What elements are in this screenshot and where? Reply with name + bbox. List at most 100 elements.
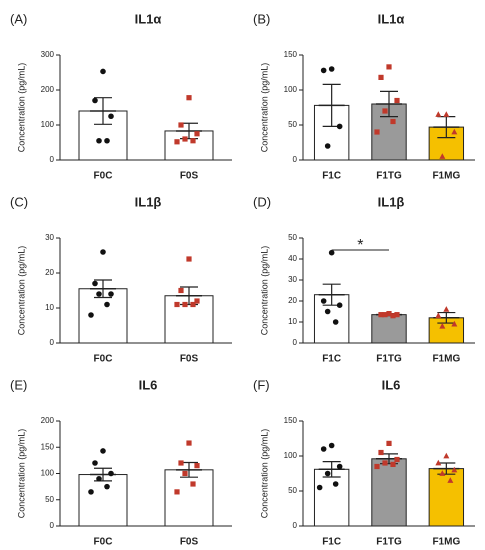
data-point <box>390 118 396 125</box>
data-point <box>194 131 200 137</box>
data-point <box>378 312 384 318</box>
data-point <box>324 470 331 477</box>
y-tick-label: 100 <box>284 85 298 94</box>
data-point <box>336 463 343 470</box>
y-tick-label: 200 <box>41 85 55 94</box>
data-point <box>328 249 335 256</box>
data-point <box>328 442 335 449</box>
y-tick-label: 300 <box>41 50 55 59</box>
panel-label: (E) <box>10 377 27 392</box>
chart-title: IL1α <box>378 11 405 26</box>
data-point <box>336 302 343 309</box>
data-point <box>451 466 458 473</box>
y-tick-label: 0 <box>50 521 55 530</box>
panel-label: (B) <box>253 11 270 26</box>
data-point <box>451 128 458 135</box>
y-tick-label: 100 <box>284 451 298 460</box>
x-tick-label: F0C <box>94 354 113 365</box>
data-point <box>100 68 106 75</box>
data-point <box>320 298 327 304</box>
x-tick-label: F1MG <box>432 171 460 182</box>
x-tick-label: F0S <box>180 354 199 365</box>
data-point <box>190 301 196 308</box>
x-tick-label: F0C <box>94 537 113 548</box>
data-point <box>174 489 180 495</box>
data-point <box>320 446 327 452</box>
y-tick-label: 30 <box>45 233 54 242</box>
data-point <box>182 470 188 477</box>
y-tick-label: 50 <box>288 486 297 495</box>
data-point <box>328 66 335 72</box>
y-axis-label: Concentration (pg/mL) <box>16 63 26 153</box>
chart-title: IL1β <box>135 194 162 209</box>
x-tick-label: F0S <box>180 537 199 548</box>
y-tick-label: 50 <box>288 120 297 129</box>
data-point <box>316 484 323 491</box>
data-point <box>394 312 400 318</box>
data-point <box>104 301 110 308</box>
data-point <box>336 123 343 130</box>
data-point <box>174 301 180 308</box>
y-tick-label: 20 <box>288 296 297 305</box>
data-point <box>178 122 184 128</box>
bar <box>428 468 465 527</box>
y-tick-label: 0 <box>293 338 298 347</box>
x-tick-label: F1TG <box>376 537 402 548</box>
data-point <box>394 97 400 104</box>
x-tick-label: F1TG <box>376 354 402 365</box>
data-point <box>88 312 94 318</box>
data-point <box>378 74 384 80</box>
panel-label: (C) <box>10 194 28 209</box>
data-point <box>324 308 331 315</box>
panel-label: (F) <box>253 377 270 392</box>
y-tick-label: 50 <box>288 233 297 242</box>
data-point <box>374 463 380 470</box>
y-tick-label: 150 <box>41 442 55 451</box>
data-point <box>108 113 114 120</box>
data-point <box>92 280 98 287</box>
data-point <box>174 139 180 145</box>
y-tick-label: 0 <box>50 338 55 347</box>
x-tick-label: F0S <box>180 171 199 182</box>
data-point <box>443 452 450 459</box>
y-tick-label: 10 <box>288 317 297 326</box>
chart-title: IL1β <box>378 194 405 209</box>
data-point <box>374 129 380 135</box>
data-point <box>92 460 98 466</box>
data-point <box>92 97 98 104</box>
data-point <box>386 64 392 70</box>
data-point <box>386 311 392 317</box>
data-point <box>447 477 454 483</box>
bar <box>313 468 350 527</box>
bar <box>371 458 407 527</box>
data-point <box>108 470 114 477</box>
data-point <box>182 136 188 142</box>
x-tick-label: F1MG <box>432 537 460 548</box>
data-point <box>182 301 188 308</box>
y-tick-label: 30 <box>288 275 297 284</box>
y-tick-label: 0 <box>50 155 55 164</box>
y-tick-label: 0 <box>293 521 298 530</box>
data-point <box>324 143 331 149</box>
data-point <box>332 481 339 487</box>
x-tick-label: F1C <box>322 171 341 182</box>
chart-title: IL6 <box>139 377 158 392</box>
data-point <box>382 460 388 466</box>
x-tick-label: F1C <box>322 537 341 548</box>
y-tick-label: 200 <box>41 416 55 425</box>
data-point <box>439 153 446 159</box>
data-point <box>435 111 442 117</box>
data-point <box>96 137 102 144</box>
data-point <box>435 459 442 466</box>
data-point <box>108 291 114 297</box>
data-point <box>443 306 450 312</box>
data-point <box>332 319 339 325</box>
y-axis-label: Concentration (pg/mL) <box>259 429 269 519</box>
data-point <box>382 108 388 114</box>
y-axis-label: Concentration (pg/mL) <box>16 246 26 336</box>
chart-title: IL6 <box>382 377 401 392</box>
bar <box>164 469 214 527</box>
data-point <box>100 448 106 454</box>
data-point <box>186 256 192 262</box>
